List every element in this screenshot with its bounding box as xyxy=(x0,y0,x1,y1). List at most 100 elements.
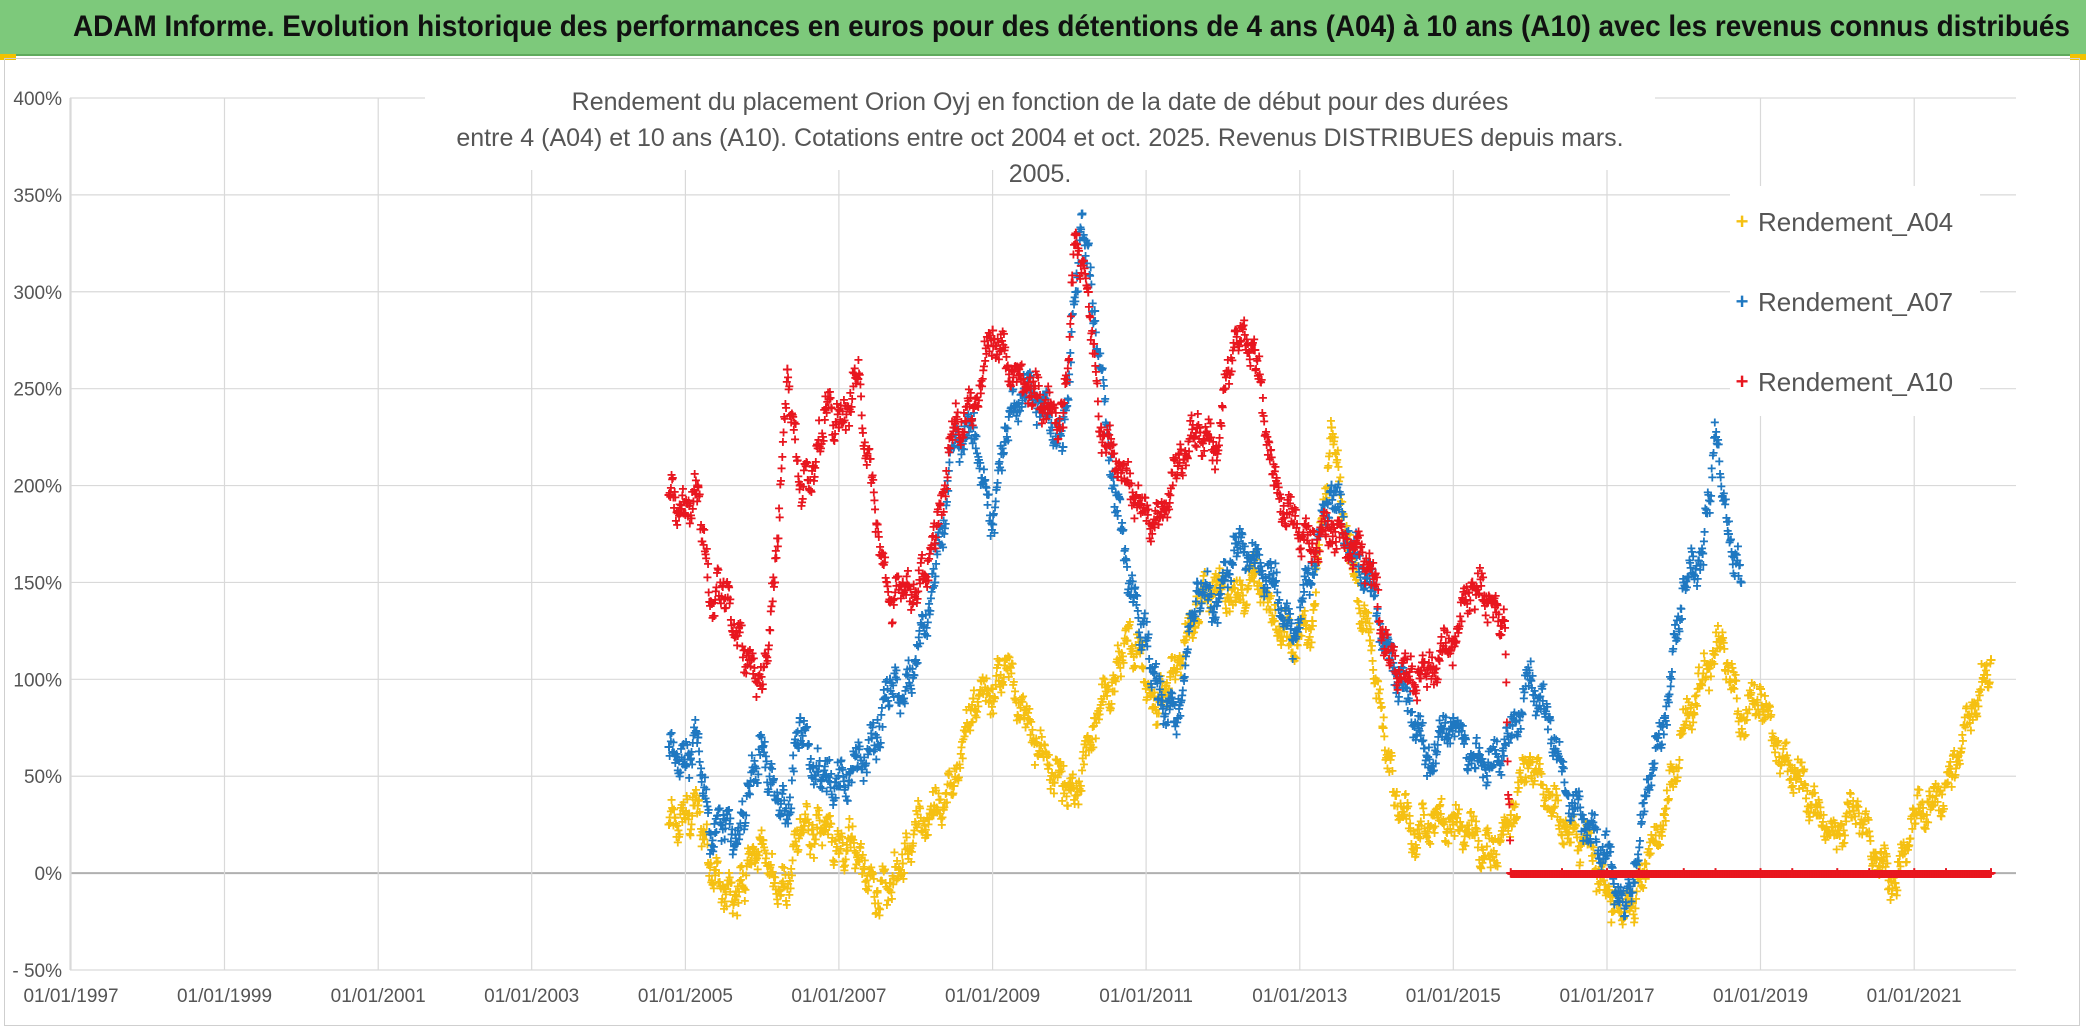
data-point: + xyxy=(995,653,1004,670)
data-point: + xyxy=(1119,522,1128,539)
data-point: + xyxy=(883,881,892,898)
data-point: + xyxy=(676,800,685,817)
data-point: + xyxy=(837,829,846,846)
data-point: + xyxy=(960,728,969,745)
data-point: + xyxy=(978,670,987,687)
data-point: + xyxy=(700,522,709,539)
data-point: + xyxy=(876,873,885,890)
data-point: + xyxy=(909,826,918,843)
data-point: + xyxy=(754,848,763,865)
data-point: + xyxy=(670,810,679,827)
data-point: + xyxy=(891,859,900,876)
data-point: + xyxy=(1563,824,1574,844)
data-point: + xyxy=(834,844,845,864)
data-point: + xyxy=(865,862,874,879)
data-point: + xyxy=(910,814,919,831)
data-point: + xyxy=(678,814,687,831)
data-point: + xyxy=(975,682,984,699)
data-point: + xyxy=(897,866,906,883)
data-point: + xyxy=(719,901,728,918)
data-point: + xyxy=(1071,786,1082,806)
data-point: + xyxy=(925,806,934,823)
data-point: + xyxy=(1640,803,1649,820)
data-point: + xyxy=(1077,783,1086,800)
data-point: + xyxy=(959,722,968,739)
data-point: + xyxy=(750,846,759,863)
data-point: + xyxy=(903,841,912,858)
data-point: + xyxy=(721,881,730,898)
data-point: + xyxy=(1242,596,1251,613)
data-point: + xyxy=(821,815,832,835)
data-point: + xyxy=(693,795,704,815)
data-point: + xyxy=(846,828,857,848)
data-point: + xyxy=(864,879,873,896)
data-point: + xyxy=(1614,902,1625,922)
data-point: + xyxy=(1755,679,1766,699)
data-point: + xyxy=(745,844,754,861)
data-point: + xyxy=(1741,727,1750,744)
data-point: + xyxy=(763,866,772,883)
data-point: + xyxy=(1640,853,1651,873)
data-point: + xyxy=(940,795,949,812)
data-point: + xyxy=(1793,766,1804,786)
data-point: + xyxy=(692,787,701,804)
data-point: + xyxy=(792,838,801,855)
data-point: + xyxy=(1288,651,1297,668)
data-point: + xyxy=(816,824,825,841)
data-point: + xyxy=(1307,634,1316,651)
data-point: + xyxy=(1326,417,1337,437)
data-point: + xyxy=(737,858,746,875)
data-point: + xyxy=(701,825,710,842)
data-point: + xyxy=(741,808,750,825)
data-point: + xyxy=(768,864,777,881)
data-point: + xyxy=(877,872,886,889)
data-point: + xyxy=(979,686,988,703)
data-point: + xyxy=(1378,718,1389,738)
data-point: + xyxy=(930,801,941,821)
data-point: + xyxy=(773,896,782,913)
data-point: + xyxy=(767,865,776,882)
data-point: + xyxy=(834,826,843,843)
data-point: + xyxy=(1467,824,1478,844)
data-point: + xyxy=(1160,679,1171,699)
data-point: + xyxy=(799,825,808,842)
data-point: + xyxy=(671,816,680,833)
data-point: + xyxy=(785,887,794,904)
data-point: + xyxy=(953,770,962,787)
data-point: + xyxy=(731,886,742,906)
data-point: + xyxy=(840,862,849,879)
data-point: + xyxy=(753,861,762,878)
data-point: + xyxy=(1697,669,1708,689)
data-point: + xyxy=(889,871,898,888)
data-point: + xyxy=(760,843,769,860)
data-point: + xyxy=(705,868,714,885)
data-point: + xyxy=(683,791,692,808)
data-point: + xyxy=(1144,626,1153,643)
data-point: + xyxy=(901,842,910,859)
data-point: + xyxy=(828,853,837,870)
data-point: + xyxy=(793,844,802,861)
data-point: + xyxy=(944,767,953,784)
data-point: + xyxy=(764,857,773,874)
data-point: + xyxy=(965,722,974,739)
data-point: + xyxy=(831,833,840,850)
data-point: + xyxy=(787,861,796,878)
data-point: + xyxy=(674,829,683,846)
data-point: + xyxy=(766,857,775,874)
data-point: + xyxy=(787,800,796,817)
data-point: + xyxy=(818,823,827,840)
data-point: + xyxy=(728,905,737,922)
data-point: + xyxy=(695,804,704,821)
data-point: + xyxy=(984,683,993,700)
data-point: + xyxy=(985,693,994,710)
data-point: + xyxy=(1909,805,1920,825)
data-point: + xyxy=(921,822,930,839)
data-point: + xyxy=(994,657,1003,674)
data-point: + xyxy=(943,470,952,487)
data-point: + xyxy=(872,905,881,922)
data-point: + xyxy=(1115,492,1124,509)
data-point: + xyxy=(884,882,893,899)
data-point: + xyxy=(1288,631,1299,651)
data-point: + xyxy=(723,873,732,890)
data-point: + xyxy=(1733,539,1742,556)
